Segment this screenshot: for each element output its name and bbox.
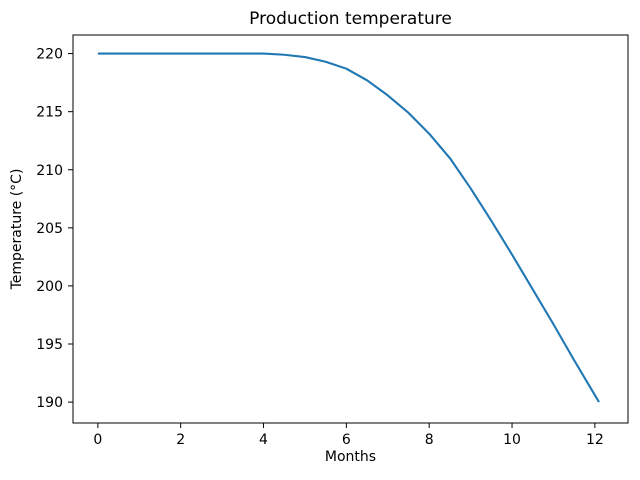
y-tick-label: 195 [36,337,63,353]
y-tick-label: 220 [36,47,63,63]
y-tick-label: 190 [36,395,63,411]
x-tick-label: 4 [259,432,268,448]
x-axis-label: Months [324,449,377,465]
chart-title: Production temperature [249,9,452,29]
x-tick-label: 12 [586,432,604,448]
x-tick-label: 0 [93,432,102,448]
y-tick-label: 200 [36,279,63,295]
y-tick-label: 210 [36,163,63,179]
x-tick-label: 2 [176,432,185,448]
x-tick-label: 8 [425,432,434,448]
x-tick-label: 10 [503,432,521,448]
x-tick-label: 6 [342,432,351,448]
y-tick-label: 215 [36,105,63,121]
temperature-line [97,52,600,403]
y-tick-label: 205 [36,221,63,237]
axes-frame [72,34,629,424]
